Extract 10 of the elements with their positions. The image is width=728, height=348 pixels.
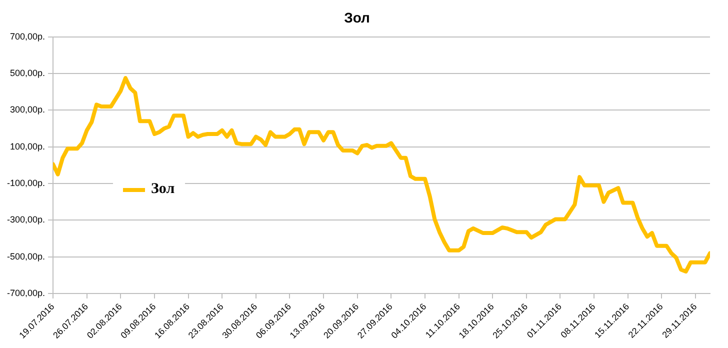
- legend-label: Зол: [151, 181, 175, 198]
- y-tick-label: -700,00р.: [7, 288, 46, 298]
- y-tick-label: 700,00р.: [10, 31, 46, 42]
- y-tick-label: 300,00р.: [10, 104, 46, 115]
- y-tick-label: -500,00р.: [7, 251, 46, 262]
- y-tick-label: -100,00р.: [7, 178, 46, 188]
- y-tick-label: -300,00р.: [7, 214, 46, 225]
- y-tick-label: 500,00р.: [10, 68, 46, 78]
- y-tick-label: 100,00р.: [10, 141, 46, 152]
- chart-title: Зол: [344, 9, 370, 26]
